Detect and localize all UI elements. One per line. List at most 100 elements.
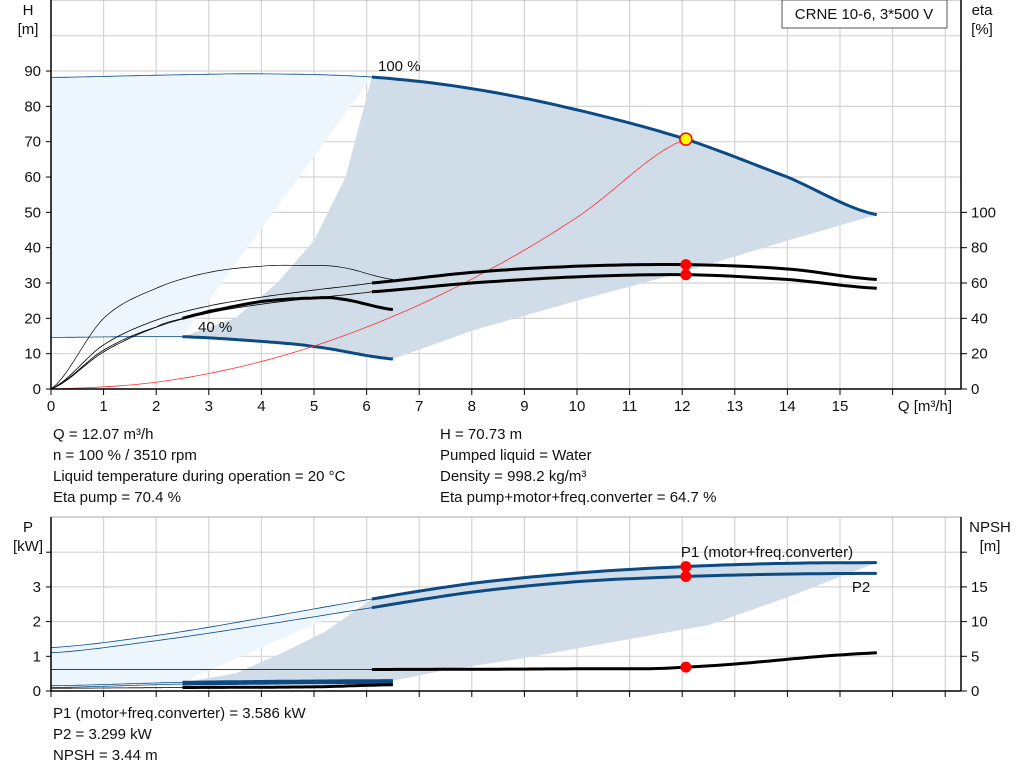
label-100-percent: 100 % xyxy=(378,58,421,75)
y-tick-label: 10 xyxy=(24,346,41,363)
curve-h100-thin xyxy=(50,73,372,78)
y-tick-label: 70 xyxy=(24,134,41,151)
duty-point-p2 xyxy=(680,571,692,583)
curve-eta_pump100 xyxy=(371,263,877,285)
curve-npsh40 xyxy=(182,683,393,689)
y2-tick-label: 0 xyxy=(971,381,979,398)
curve-p1_100-thin xyxy=(50,598,372,648)
duty-point-eta-pump xyxy=(680,259,692,271)
x-tick-label: 5 xyxy=(310,398,318,415)
y-tick-label: 2 xyxy=(33,614,41,631)
y-tick-label: 3 xyxy=(33,579,41,596)
curve-p2_40 xyxy=(182,680,393,686)
y2-axis-label: NPSH xyxy=(969,519,1011,536)
duty-point-eta-total xyxy=(680,269,692,281)
x-tick-label: 2 xyxy=(152,398,160,415)
duty-point-head xyxy=(679,132,693,146)
info-flow: Q = 12.07 m³/h xyxy=(53,426,154,443)
x-tick-label: 10 xyxy=(569,398,586,415)
info-top-right: H = 70.73 m Pumped liquid = Water Densit… xyxy=(440,424,716,508)
curve-h40 xyxy=(182,335,394,361)
x-tick-label: 9 xyxy=(520,398,528,415)
curve-p2_100 xyxy=(371,571,877,610)
title-box xyxy=(781,0,948,29)
curve-p1_40 xyxy=(182,679,393,684)
info-eta-pump: Eta pump = 70.4 % xyxy=(53,489,181,506)
label-p1: P1 (motor+freq.converter) xyxy=(681,544,853,561)
y2-tick-label: 40 xyxy=(971,310,988,327)
x-axis-label: Q [m³/h] xyxy=(898,398,952,415)
info-liquid: Pumped liquid = Water xyxy=(440,447,592,464)
x-tick-label: 13 xyxy=(726,398,743,415)
info-eta-total: Eta pump+motor+freq.converter = 64.7 % xyxy=(440,489,717,506)
info-speed: n = 100 % / 3510 rpm xyxy=(53,447,197,464)
curve-eta_pump40 xyxy=(50,264,393,390)
x-tick-label: 7 xyxy=(415,398,423,415)
operating-range-light xyxy=(51,73,372,338)
x-tick-label: 14 xyxy=(779,398,796,415)
curve-eta_total100 xyxy=(371,273,877,294)
operating-range-dark xyxy=(182,562,877,683)
curve-npsh40-thin xyxy=(51,687,183,689)
y-tick-label: 80 xyxy=(24,98,41,115)
info-top-left: Q = 12.07 m³/h n = 100 % / 3510 rpm Liqu… xyxy=(53,424,345,508)
y2-tick-label: 0 xyxy=(971,683,979,700)
y-axis-unit: [m] xyxy=(18,21,39,38)
duty-point-npsh xyxy=(680,661,692,673)
info-npsh: NPSH = 3.44 m xyxy=(53,747,158,764)
x-tick-label: 15 xyxy=(832,398,849,415)
info-temperature: Liquid temperature during operation = 20… xyxy=(53,468,346,485)
y-tick-label: 90 xyxy=(24,63,41,80)
info-p1: P1 (motor+freq.converter) = 3.586 kW xyxy=(53,705,306,722)
y-axis-label: H xyxy=(23,2,34,19)
title-box-text: CRNE 10-6, 3*500 V xyxy=(795,6,933,23)
x-tick-label: 12 xyxy=(674,398,691,415)
y-tick-label: 1 xyxy=(33,648,41,665)
curve-npsh100 xyxy=(371,651,877,671)
y2-tick-label: 80 xyxy=(971,240,988,257)
operating-range-dark xyxy=(182,77,877,359)
y-tick-label: 30 xyxy=(24,275,41,292)
x-tick-label: 1 xyxy=(99,398,107,415)
y2-axis-label: eta xyxy=(972,2,994,19)
y2-tick-label: 60 xyxy=(971,275,988,292)
info-head: H = 70.73 m xyxy=(440,426,523,443)
y-axis-unit: [kW] xyxy=(13,538,43,555)
curve-eta_total40 xyxy=(182,296,394,320)
x-tick-label: 11 xyxy=(622,398,638,415)
label-40-percent: 40 % xyxy=(198,319,232,336)
y2-tick-label: 5 xyxy=(971,648,979,665)
curve-p1_100 xyxy=(371,561,877,601)
y2-tick-label: 10 xyxy=(971,614,988,631)
y-tick-label: 40 xyxy=(24,240,41,257)
y-tick-label: 0 xyxy=(33,381,41,398)
y2-tick-label: 20 xyxy=(971,346,988,363)
duty-point-p1 xyxy=(680,561,692,573)
y-tick-label: 60 xyxy=(24,169,41,186)
y-axis-label: P xyxy=(23,519,33,536)
x-tick-label: 4 xyxy=(257,398,265,415)
y2-axis-unit: [m] xyxy=(980,538,1001,555)
curve-system xyxy=(50,138,687,390)
y2-tick-label: 100 xyxy=(971,204,996,221)
info-p2: P2 = 3.299 kW xyxy=(53,726,152,743)
y-tick-label: 20 xyxy=(24,310,41,327)
curve-eta_total40-thin xyxy=(50,317,183,390)
y2-tick-label: 15 xyxy=(971,579,988,596)
y-tick-label: 0 xyxy=(33,683,41,700)
curve-p2_100-thin xyxy=(50,607,372,654)
x-tick-label: 3 xyxy=(205,398,213,415)
info-bottom: P1 (motor+freq.converter) = 3.586 kW P2 … xyxy=(53,703,306,766)
curve-p1_40-thin xyxy=(51,681,183,687)
curve-eta_pump100-thin xyxy=(50,282,372,390)
x-tick-label: 8 xyxy=(468,398,476,415)
curve-h100 xyxy=(371,75,878,217)
x-tick-label: 0 xyxy=(47,398,55,415)
curve-p2_40-thin xyxy=(51,683,183,688)
x-tick-label: 6 xyxy=(362,398,370,415)
label-p2: P2 xyxy=(852,579,870,596)
y-tick-label: 50 xyxy=(24,204,41,221)
info-density: Density = 998.2 kg/m³ xyxy=(440,468,587,485)
y2-axis-unit: [%] xyxy=(971,21,993,38)
